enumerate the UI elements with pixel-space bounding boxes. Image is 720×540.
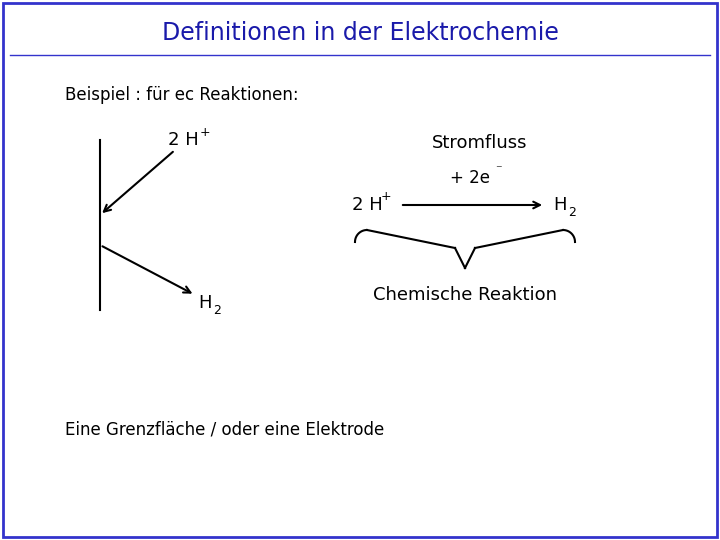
Text: 2 H: 2 H: [352, 196, 383, 214]
Text: H: H: [198, 294, 212, 312]
Text: 2 H: 2 H: [168, 131, 199, 149]
Text: ⁻: ⁻: [495, 164, 502, 177]
Text: Stromfluss: Stromfluss: [432, 134, 528, 152]
Text: Eine Grenzfläche / oder eine Elektrode: Eine Grenzfläche / oder eine Elektrode: [65, 421, 384, 439]
Text: H: H: [553, 196, 567, 214]
Text: Definitionen in der Elektrochemie: Definitionen in der Elektrochemie: [161, 21, 559, 45]
Text: 2: 2: [213, 305, 221, 318]
Text: +: +: [200, 125, 211, 138]
Text: + 2e: + 2e: [450, 169, 490, 187]
Text: 2: 2: [568, 206, 576, 219]
Text: +: +: [381, 190, 392, 202]
Text: Beispiel : für ec Reaktionen:: Beispiel : für ec Reaktionen:: [65, 86, 299, 104]
Text: Chemische Reaktion: Chemische Reaktion: [373, 286, 557, 304]
